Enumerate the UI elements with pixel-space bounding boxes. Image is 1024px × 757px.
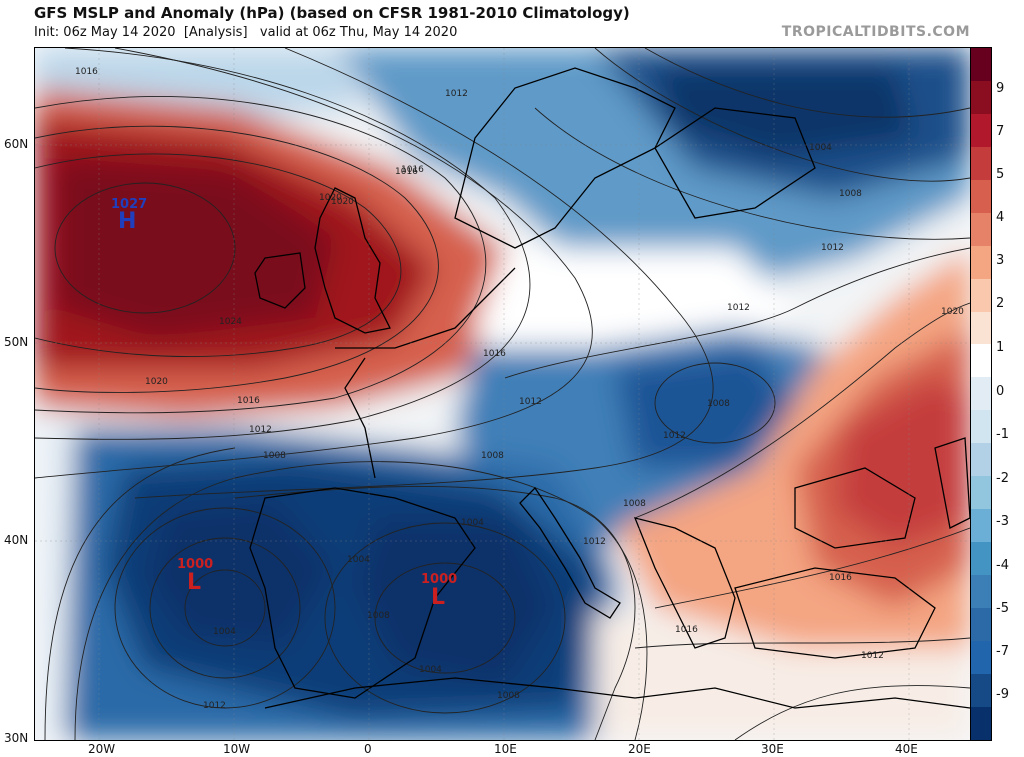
isobar-label: 1012 bbox=[203, 701, 226, 711]
colorbar-label: 1 bbox=[996, 340, 1005, 355]
anomaly-colorbar bbox=[970, 47, 992, 741]
lon-label-20e: 20E bbox=[628, 742, 651, 756]
isobar-label: 1008 bbox=[707, 399, 730, 409]
isobar-label: 1012 bbox=[249, 425, 272, 435]
isobar-label: 1008 bbox=[263, 451, 286, 461]
isobar-label: 1020 bbox=[319, 193, 342, 203]
colorbar-segment bbox=[971, 245, 991, 279]
isobar-label: 1008 bbox=[481, 451, 504, 461]
lon-label-30e: 30E bbox=[761, 742, 784, 756]
low-pressure-value: 1000 bbox=[421, 572, 458, 587]
isobar-label: 1020 bbox=[145, 377, 168, 387]
isobar-label: 1016 bbox=[483, 349, 506, 359]
isobars bbox=[35, 48, 970, 740]
colorbar-segment bbox=[971, 212, 991, 246]
colorbar-label: -7 bbox=[996, 644, 1009, 659]
isobar-label: 1016 bbox=[75, 67, 98, 77]
colorbar-segment bbox=[971, 443, 991, 477]
brand-watermark[interactable]: TROPICALTIDBITS.COM bbox=[781, 24, 970, 40]
low-pressure-value: 1000 bbox=[177, 557, 214, 572]
lat-label-60n: 60N bbox=[4, 137, 29, 151]
lon-label-0: 0 bbox=[364, 742, 372, 756]
colorbar-label: -3 bbox=[996, 514, 1009, 529]
isobar-label: 1012 bbox=[821, 243, 844, 253]
isobar-label: 1016 bbox=[395, 167, 418, 177]
colorbar-label: 4 bbox=[996, 210, 1005, 225]
colorbar-label: -5 bbox=[996, 601, 1009, 616]
colorbar-segment bbox=[971, 311, 991, 345]
graticule bbox=[35, 48, 970, 740]
colorbar-label: -9 bbox=[996, 687, 1009, 702]
colorbar-segment bbox=[971, 607, 991, 641]
colorbar-segment bbox=[971, 146, 991, 180]
isobar-label: 1008 bbox=[623, 499, 646, 509]
isobar-label: 1020 bbox=[331, 197, 354, 207]
isobar-label: 1008 bbox=[839, 189, 862, 199]
colorbar-segment bbox=[971, 179, 991, 213]
coastlines bbox=[249, 67, 970, 709]
colorbar-label: -4 bbox=[996, 558, 1009, 573]
isobar-labels: 1016 1012 1016 1020 1024 1020 1016 1012 … bbox=[75, 67, 964, 711]
colorbar-label: 0 bbox=[996, 384, 1005, 399]
colorbar-segment bbox=[971, 673, 991, 707]
high-pressure-value: 1027 bbox=[111, 197, 148, 212]
isobar-label: 1012 bbox=[727, 303, 750, 313]
isobar-label: 1012 bbox=[583, 537, 606, 547]
anomaly-field bbox=[35, 48, 970, 740]
colorbar-segment bbox=[971, 113, 991, 147]
lon-label-20w: 20W bbox=[88, 742, 116, 756]
colorbar-label: -2 bbox=[996, 471, 1009, 486]
colorbar-label: 7 bbox=[996, 124, 1005, 139]
isobar-label: 1008 bbox=[497, 691, 520, 701]
low-pressure-letter: L bbox=[431, 585, 446, 610]
colorbar-segment bbox=[971, 410, 991, 444]
colorbar-segment bbox=[971, 476, 991, 510]
colorbar-label: 5 bbox=[996, 167, 1005, 182]
lon-label-10e: 10E bbox=[494, 742, 517, 756]
colorbar-segment bbox=[971, 542, 991, 575]
colorbar-label: 9 bbox=[996, 81, 1005, 96]
colorbar-segment bbox=[971, 80, 991, 114]
isobar-label: 1016 bbox=[829, 573, 852, 583]
colorbar-segment bbox=[971, 48, 991, 81]
colorbar-segment bbox=[971, 575, 991, 608]
colorbar-segment bbox=[971, 509, 991, 543]
isobar-label: 1012 bbox=[663, 431, 686, 441]
isobar-label: 1004 bbox=[809, 143, 832, 153]
isobar-label: 1016 bbox=[675, 625, 698, 635]
lat-label-30n: 30N bbox=[4, 731, 29, 745]
map-subtitle: Init: 06z May 14 2020 [Analysis] valid a… bbox=[34, 25, 458, 40]
map-title: GFS MSLP and Anomaly (hPa) (based on CFS… bbox=[34, 4, 630, 22]
lon-label-10w: 10W bbox=[223, 742, 251, 756]
isobar-label: 1008 bbox=[367, 611, 390, 621]
colorbar-segment bbox=[971, 640, 991, 674]
isobar-label: 1024 bbox=[219, 317, 242, 327]
colorbar-label: 3 bbox=[996, 253, 1005, 268]
colorbar-label: 2 bbox=[996, 296, 1005, 311]
colorbar-label: -1 bbox=[996, 427, 1009, 442]
isobar-label: 1012 bbox=[861, 651, 884, 661]
colorbar-segment bbox=[971, 706, 991, 740]
pressure-map[interactable]: 1016 1012 1016 1020 1024 1020 1016 1012 … bbox=[34, 47, 971, 741]
isobar-label: 1016 bbox=[237, 396, 260, 406]
isobar-label: 1004 bbox=[347, 555, 370, 565]
map-canvas: 1016 1012 1016 1020 1024 1020 1016 1012 … bbox=[35, 48, 970, 740]
isobar-label: 1012 bbox=[519, 397, 542, 407]
isobar-label: 1020 bbox=[941, 307, 964, 317]
colorbar-segment bbox=[971, 278, 991, 312]
lat-label-40n: 40N bbox=[4, 533, 29, 547]
lon-label-40e: 40E bbox=[895, 742, 918, 756]
low-pressure-letter: L bbox=[187, 570, 202, 595]
isobar-label: 1004 bbox=[419, 665, 442, 675]
isobar-label: 1004 bbox=[461, 518, 484, 528]
isobar-label: 1004 bbox=[213, 627, 236, 637]
high-pressure-letter: H bbox=[118, 209, 137, 234]
isobar-label: 1016 bbox=[401, 165, 424, 175]
colorbar-segment bbox=[971, 344, 991, 378]
isobar-label: 1012 bbox=[445, 89, 468, 99]
lat-label-50n: 50N bbox=[4, 335, 29, 349]
colorbar-segment bbox=[971, 377, 991, 411]
